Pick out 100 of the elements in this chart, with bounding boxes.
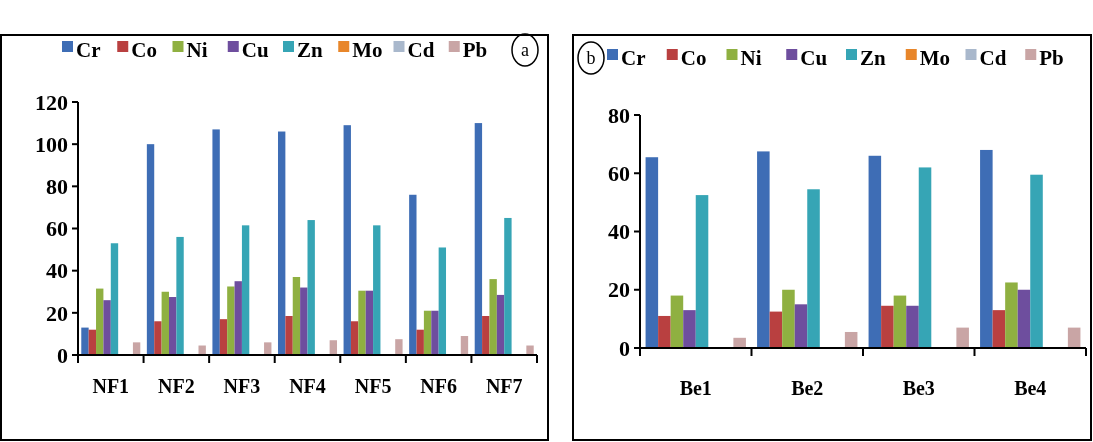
- y-tick-label: 40: [46, 258, 68, 284]
- bar: [460, 336, 469, 355]
- y-tick-label: 0: [619, 335, 630, 361]
- bar: [409, 194, 417, 355]
- bar: [176, 236, 184, 355]
- y-tick-label: 100: [35, 131, 68, 157]
- legend-label: Cr: [76, 38, 101, 63]
- bar: [992, 310, 1006, 348]
- bar: [956, 327, 969, 348]
- legend-label: Cd: [979, 46, 1007, 71]
- bar: [373, 225, 381, 355]
- bar: [358, 290, 366, 355]
- bar: [227, 286, 235, 355]
- bar: [431, 310, 439, 355]
- bar: [219, 319, 228, 355]
- bar: [868, 155, 882, 348]
- y-tick-label: 60: [46, 216, 68, 242]
- legend-label: Mo: [919, 46, 951, 71]
- y-tick-label: 20: [46, 300, 68, 326]
- bar: [132, 342, 141, 355]
- bar: [285, 316, 293, 355]
- bar: [103, 300, 111, 355]
- bar: [733, 337, 746, 348]
- bar: [496, 294, 505, 355]
- text: a: [521, 40, 529, 61]
- bar: [918, 167, 932, 348]
- bar: [81, 327, 89, 355]
- y-tick-label: 80: [608, 102, 630, 128]
- bar: [526, 345, 534, 355]
- bar: [395, 339, 403, 355]
- bar: [683, 310, 696, 348]
- bar: [1005, 282, 1018, 348]
- bar: [264, 342, 272, 355]
- bar: [1017, 289, 1031, 348]
- bar: [658, 315, 671, 348]
- bar: [423, 310, 432, 355]
- x-tick-label: Be2: [791, 377, 824, 399]
- bar: [757, 151, 770, 348]
- bar: [1030, 174, 1043, 348]
- bar: [645, 157, 659, 348]
- legend-label: Pb: [462, 38, 488, 63]
- bar: [474, 123, 483, 355]
- x-tick-label: NF6: [420, 375, 457, 397]
- legend-label: Co: [680, 46, 707, 71]
- bar: [88, 329, 97, 355]
- bar: [416, 329, 424, 355]
- bar: [292, 276, 301, 355]
- bar: [893, 295, 907, 348]
- bar: [168, 297, 177, 355]
- x-tick-label: NF3: [223, 375, 261, 397]
- bar: [782, 289, 795, 348]
- bar: [161, 291, 169, 355]
- legend-label: Cd: [407, 38, 435, 63]
- x-tick-label: Be3: [902, 377, 935, 399]
- bar: [343, 125, 351, 355]
- x-tick-label: NF5: [354, 375, 392, 397]
- legend-label: Mo: [352, 38, 383, 63]
- legend-label: Co: [131, 38, 157, 63]
- bar: [438, 247, 447, 355]
- bar: [96, 288, 104, 355]
- y-tick-label: 20: [608, 277, 630, 303]
- y-tick-label: 60: [608, 160, 630, 186]
- bar: [198, 345, 206, 355]
- bar: [110, 243, 119, 355]
- bar: [906, 305, 919, 348]
- bar: [146, 144, 155, 355]
- text: b: [586, 48, 596, 69]
- y-tick-label: 120: [35, 89, 68, 115]
- bar: [350, 321, 359, 355]
- bar: [769, 311, 783, 348]
- legend-label: Cr: [621, 46, 646, 71]
- x-tick-label: Be1: [679, 377, 712, 399]
- bar: [807, 189, 820, 348]
- bar: [695, 195, 709, 348]
- bar: [154, 321, 162, 355]
- bar: [794, 304, 808, 348]
- x-tick-label: NF1: [92, 375, 130, 397]
- bar: [212, 129, 220, 355]
- bar: [881, 305, 894, 348]
- x-tick-label: NF4: [289, 375, 326, 397]
- legend-label: Cu: [241, 38, 269, 63]
- bar: [234, 281, 242, 355]
- bar: [300, 287, 308, 355]
- bar: [489, 279, 497, 355]
- y-tick-label: 0: [57, 342, 68, 368]
- legend-label: Ni: [186, 38, 208, 63]
- legend-label: Ni: [740, 46, 762, 71]
- x-tick-label: NF7: [485, 375, 523, 397]
- bar: [482, 316, 490, 355]
- bar: [329, 340, 338, 355]
- legend-label: Cu: [800, 46, 828, 71]
- y-tick-label: 40: [608, 219, 630, 245]
- bar: [277, 131, 286, 355]
- bar: [670, 295, 684, 348]
- y-tick-label: 80: [46, 174, 68, 200]
- bar: [241, 225, 250, 355]
- bar: [504, 217, 512, 355]
- x-tick-label: Be4: [1014, 377, 1047, 399]
- x-tick-label: NF2: [158, 375, 195, 397]
- bar: [980, 149, 993, 348]
